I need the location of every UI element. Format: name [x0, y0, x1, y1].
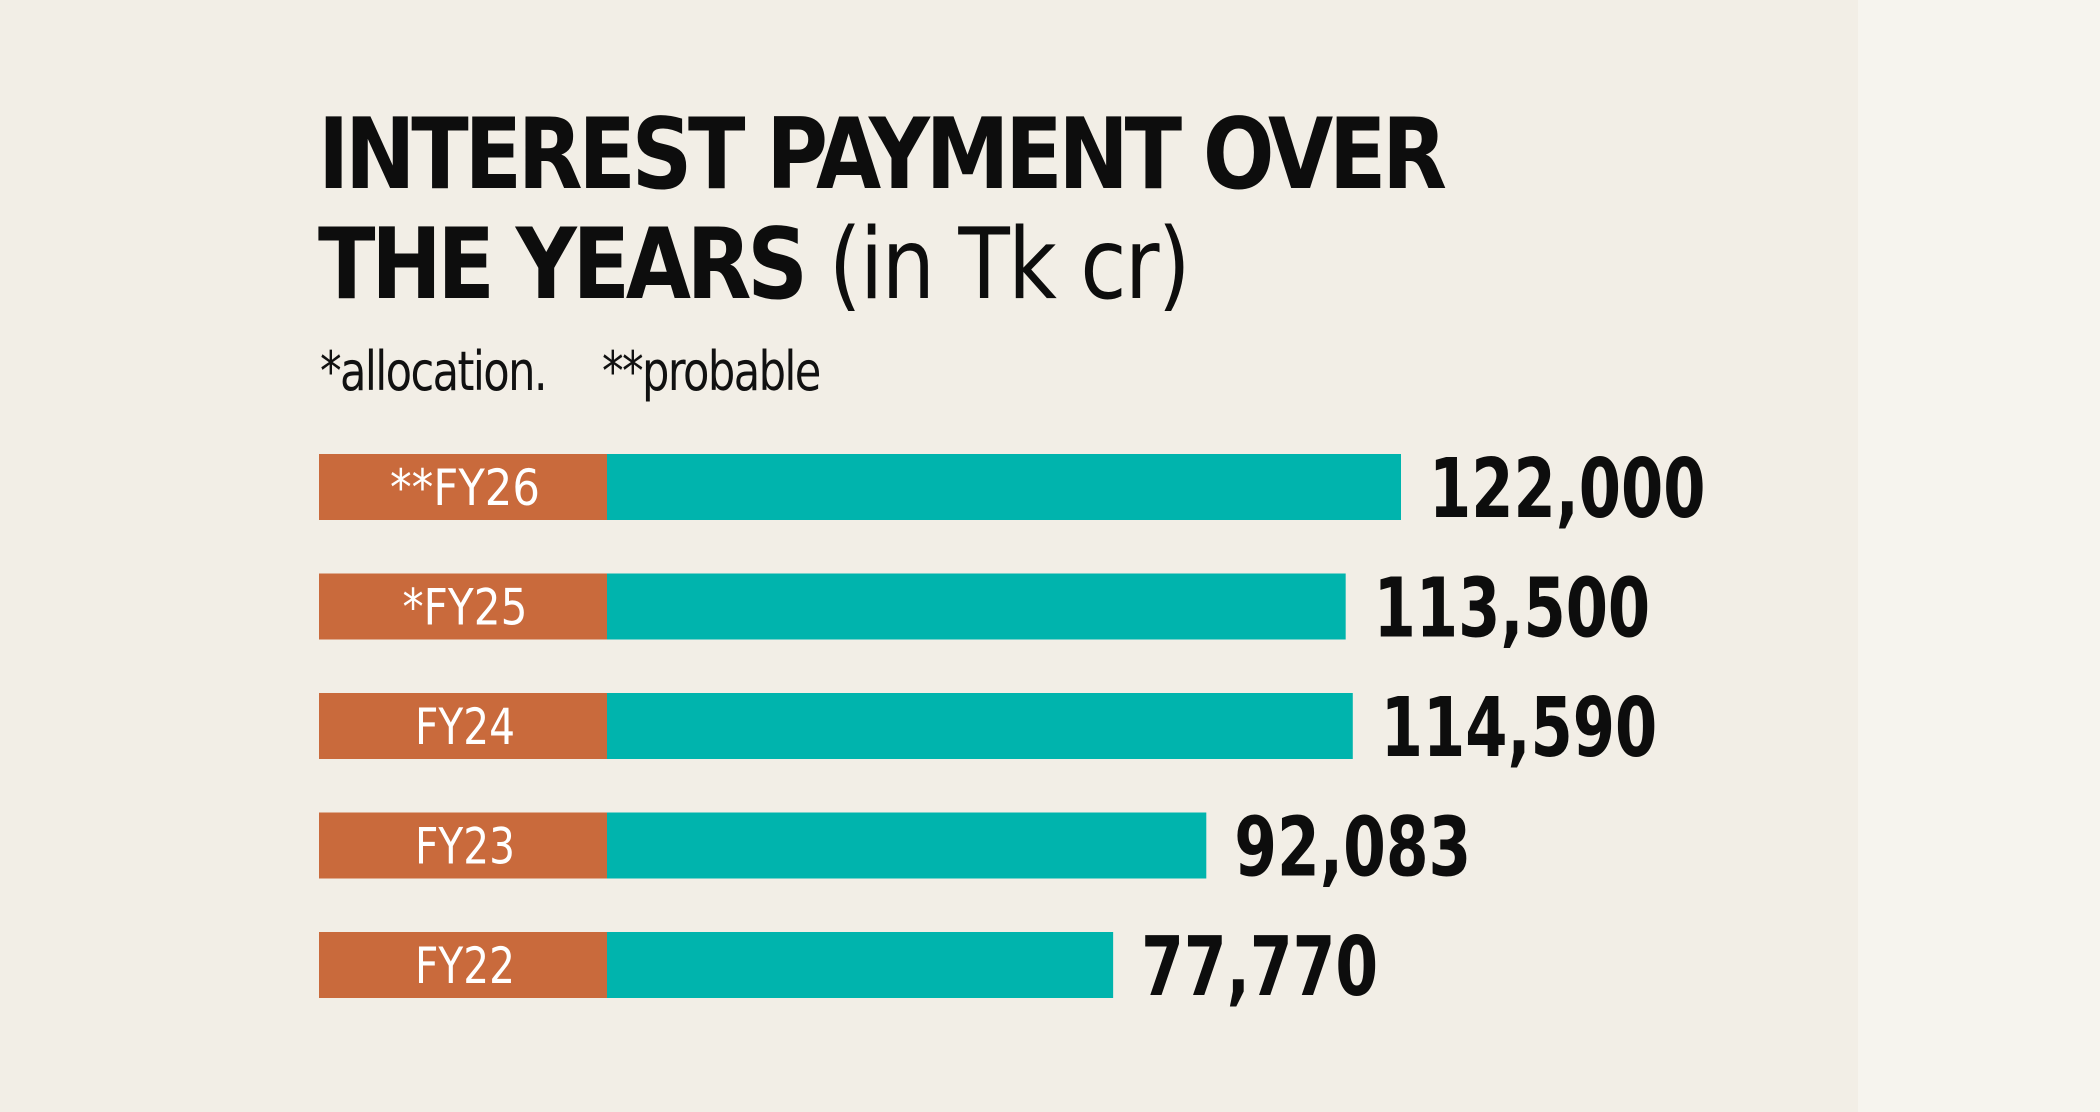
note-allocation: *allocation.	[320, 340, 548, 403]
value-label: 92,083	[1234, 801, 1471, 896]
title-line-2-text: THE YEARS	[318, 208, 808, 322]
title-line-1: INTEREST PAYMENT OVER	[318, 98, 1447, 212]
value-label: 113,500	[1374, 562, 1651, 657]
category-label: FY24	[415, 698, 515, 756]
footnotes: *allocation. **probable	[320, 340, 821, 404]
bar	[607, 454, 1401, 520]
category-label: **FY26	[390, 459, 540, 517]
note-probable: **probable	[602, 340, 821, 403]
bar	[607, 573, 1346, 640]
category-label: FY23	[415, 818, 515, 876]
category-box	[319, 812, 607, 879]
category-box	[319, 454, 607, 520]
background-strip	[1858, 0, 2100, 1112]
category-box	[319, 693, 607, 759]
value-label: 77,770	[1141, 920, 1378, 1015]
title-line-2: THE YEARS (in Tk cr)	[318, 210, 1443, 320]
bar	[607, 693, 1353, 759]
value-label: 114,590	[1381, 681, 1658, 776]
category-box	[319, 573, 607, 640]
unit-label: (in Tk cr)	[828, 208, 1191, 322]
bar	[607, 932, 1114, 998]
value-label: 122,000	[1429, 442, 1706, 537]
category-box	[319, 932, 607, 998]
category-label: *FY25	[403, 579, 528, 637]
category-label: FY22	[415, 937, 515, 995]
bar	[607, 812, 1207, 879]
chart-title: INTEREST PAYMENT OVER THE YEARS (in Tk c…	[318, 98, 1447, 320]
